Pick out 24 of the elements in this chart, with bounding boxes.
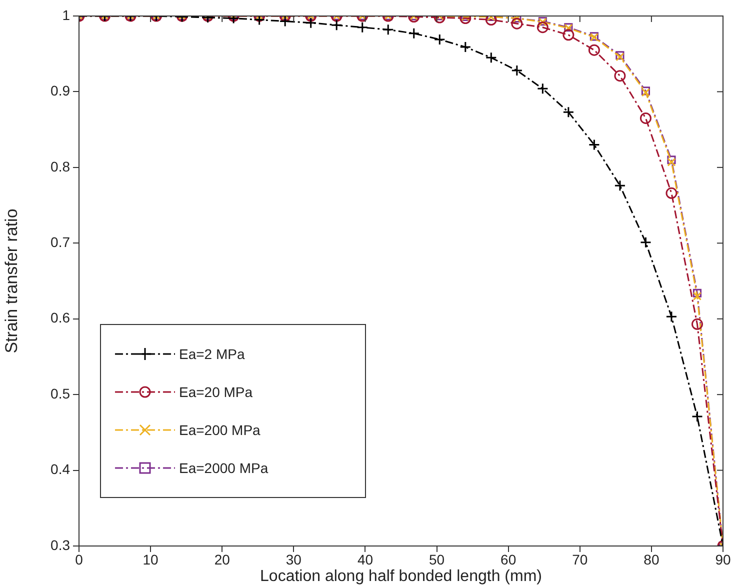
x-tick-label: 0 — [75, 551, 84, 568]
x-tick-label: 90 — [715, 551, 731, 568]
y-tick-label: 0.8 — [50, 158, 70, 174]
x-tick-label: 30 — [286, 551, 302, 568]
y-tick-label: 0.4 — [50, 461, 70, 478]
x-tick-label: 70 — [572, 551, 588, 568]
x-tick-label: 50 — [428, 551, 445, 568]
x-tick-label: 60 — [500, 551, 516, 568]
y-axis-title: Strain transfer ratio — [2, 208, 21, 354]
y-tick-label: 0.3 — [50, 536, 70, 553]
x-tick-label: 10 — [142, 551, 159, 568]
legend-label: Ea=20 MPa — [179, 384, 253, 400]
legend-label: Ea=2 MPa — [179, 346, 245, 362]
y-tick-label: 0.9 — [50, 82, 70, 99]
x-axis-title: Location along half bonded length (mm) — [260, 568, 542, 585]
x-tick-label: 80 — [644, 551, 660, 568]
x-tick-label: 20 — [214, 551, 230, 568]
legend-label: Ea=200 MPa — [179, 422, 260, 438]
x-tick-label: 40 — [357, 551, 374, 568]
y-tick-label: 0.7 — [50, 234, 70, 250]
legend-label: Ea=2000 MPa — [179, 460, 268, 476]
y-tick-label: 0.5 — [50, 385, 70, 402]
y-tick-label: 1 — [62, 6, 70, 23]
y-tick-label: 0.6 — [50, 310, 70, 326]
